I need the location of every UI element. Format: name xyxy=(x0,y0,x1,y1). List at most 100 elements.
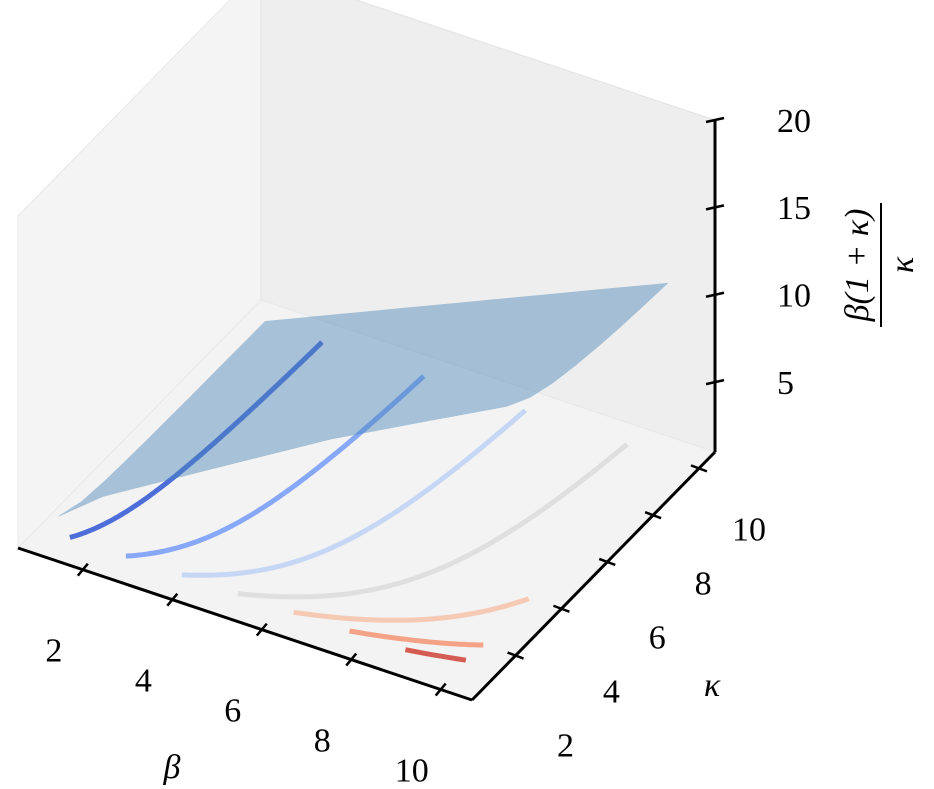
y-tick xyxy=(552,604,570,613)
surface-cell xyxy=(440,355,511,382)
surface-cell xyxy=(283,424,352,448)
surface-cell xyxy=(149,407,219,438)
x-tick xyxy=(255,622,268,637)
surface-cell xyxy=(509,291,580,319)
contour-line xyxy=(237,442,629,600)
surface-cell xyxy=(263,335,333,364)
surface-cell xyxy=(148,444,219,474)
surface-cell xyxy=(599,282,669,310)
y-tick xyxy=(644,510,662,520)
surface-cell xyxy=(126,464,195,491)
surface-cell xyxy=(238,431,307,457)
surface-cell xyxy=(462,397,531,415)
surface-cell xyxy=(485,350,556,377)
x-tick-label: 2 xyxy=(45,633,62,670)
surface-cell xyxy=(218,339,288,368)
surface-cell xyxy=(417,375,488,402)
surface-cell xyxy=(352,326,422,355)
surface-cell xyxy=(329,348,399,377)
surface-cell xyxy=(237,415,306,457)
surface xyxy=(58,282,669,517)
x-axis-label: β xyxy=(163,749,181,786)
y-tick xyxy=(690,464,708,473)
surface-cell xyxy=(374,343,444,372)
surface-cell xyxy=(417,403,486,423)
z-tick xyxy=(705,378,725,386)
surface-cell xyxy=(531,308,601,336)
surface-cell xyxy=(507,364,577,390)
surface-cell xyxy=(486,313,557,340)
surface-cell xyxy=(416,336,485,413)
y-tick xyxy=(598,557,616,567)
y-tick-label: 2 xyxy=(557,728,574,765)
surface-cell xyxy=(330,308,401,337)
z-axis-label: β(1 + κ) κ xyxy=(839,203,921,327)
surface-cell xyxy=(328,417,397,440)
z-label-denominator: κ xyxy=(884,256,921,273)
surface-cell xyxy=(439,400,508,415)
y-tick-label: 8 xyxy=(695,566,712,603)
surface-cell xyxy=(286,312,356,341)
z-tick-label: 20 xyxy=(777,103,811,140)
surface-cell xyxy=(350,400,420,426)
surface-cell xyxy=(261,375,332,404)
contours xyxy=(69,340,629,663)
surface-cell xyxy=(305,406,376,433)
surface-cell xyxy=(351,365,421,393)
x-tick xyxy=(76,562,89,577)
surface-cell xyxy=(576,304,646,331)
z-tick xyxy=(705,116,725,124)
surface-cell xyxy=(283,391,354,420)
x-tick-label: 6 xyxy=(224,692,241,729)
contour-line xyxy=(181,408,528,578)
contour-line xyxy=(69,340,324,540)
surface-cell xyxy=(241,316,311,345)
surface-cell xyxy=(81,472,150,502)
surface-cell xyxy=(397,321,467,350)
surface-cell xyxy=(530,345,600,371)
surface-cell xyxy=(305,430,374,446)
z-label-numerator: β(1 + κ) xyxy=(839,209,876,323)
surface-cell xyxy=(462,370,533,396)
surface-cell xyxy=(350,422,418,435)
surface-cell xyxy=(281,396,351,446)
surface-cell xyxy=(103,451,174,482)
surface-cell xyxy=(172,385,242,415)
z-tick xyxy=(705,204,725,211)
contour-line xyxy=(125,374,426,559)
surface-cell xyxy=(216,418,286,446)
surface-cell xyxy=(217,380,287,409)
surface-cell xyxy=(171,424,241,453)
surface-cell xyxy=(440,388,509,412)
surface-cell xyxy=(126,430,197,460)
surface-cell xyxy=(371,356,440,424)
surface-cell xyxy=(147,455,217,480)
surface-cell xyxy=(508,329,578,357)
y-tick xyxy=(507,651,524,660)
surface-cell xyxy=(193,438,262,465)
contour-line xyxy=(293,596,530,623)
surface-cell xyxy=(328,386,398,414)
x-tick-label: 4 xyxy=(135,662,152,699)
surface-cell xyxy=(394,411,463,424)
surface-cell xyxy=(192,435,262,469)
surface-cell xyxy=(553,325,623,352)
axes xyxy=(17,116,725,702)
surface-cell xyxy=(103,475,172,497)
z-tick-label: 15 xyxy=(777,190,811,227)
x-tick-label: 10 xyxy=(395,752,429,789)
y-tick-label: 4 xyxy=(603,674,620,711)
panes xyxy=(17,0,716,701)
surface-cell xyxy=(260,439,329,457)
y-tick-label: 6 xyxy=(649,620,666,657)
contour-line xyxy=(349,628,484,648)
y-axis-label: κ xyxy=(704,667,721,704)
surface-cell xyxy=(395,394,464,419)
surface-cell xyxy=(396,360,466,388)
surface-cell xyxy=(464,295,535,323)
surface-cell xyxy=(420,299,490,328)
z-tick-label: 10 xyxy=(777,278,811,315)
x-tick xyxy=(345,652,358,667)
x-tick xyxy=(166,592,179,607)
z-tick-label: 5 xyxy=(777,365,794,402)
